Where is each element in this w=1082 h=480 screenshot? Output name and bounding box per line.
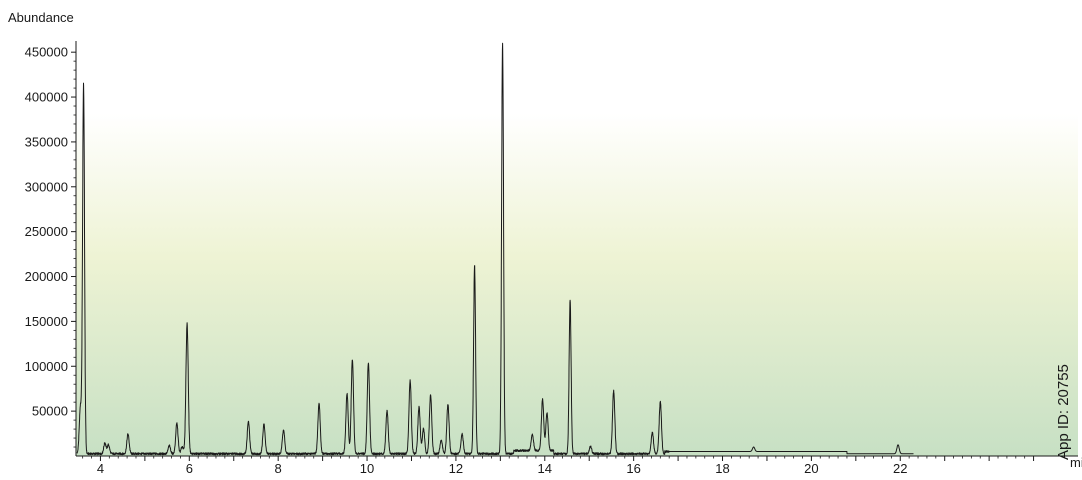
x-tick-label: 22	[893, 461, 907, 476]
app-id-label: App ID: 20755	[1055, 364, 1072, 460]
y-tick-label: 50000	[32, 404, 68, 419]
x-tick-label: 16	[626, 461, 640, 476]
x-tick-label: 14	[538, 461, 552, 476]
y-tick-label: 350000	[25, 134, 68, 149]
axes: 50000 100000 150000 200000 250000 300000 35000…	[25, 41, 1078, 476]
x-tick-label: 20	[804, 461, 818, 476]
y-tick-label: 400000	[25, 90, 68, 105]
x-tick-label: 4	[97, 461, 104, 476]
chromatogram-trace	[76, 42, 914, 456]
y-tick-label: 100000	[25, 359, 68, 374]
y-tick-label: 450000	[25, 45, 68, 60]
x-tick-label: 12	[449, 461, 463, 476]
x-tick-label: 10	[360, 461, 374, 476]
plot-background	[76, 58, 1078, 456]
y-tick-label: 200000	[25, 269, 68, 284]
y-tick-label: 250000	[25, 224, 68, 239]
y-tick-label: 150000	[25, 314, 68, 329]
y-tick-label: 300000	[25, 179, 68, 194]
y-axis-title: Abundance	[8, 10, 74, 25]
x-tick-label: 18	[715, 461, 729, 476]
x-axis-title: min	[1070, 455, 1082, 470]
x-tick-label: 8	[275, 461, 282, 476]
x-tick-label: 6	[186, 461, 193, 476]
